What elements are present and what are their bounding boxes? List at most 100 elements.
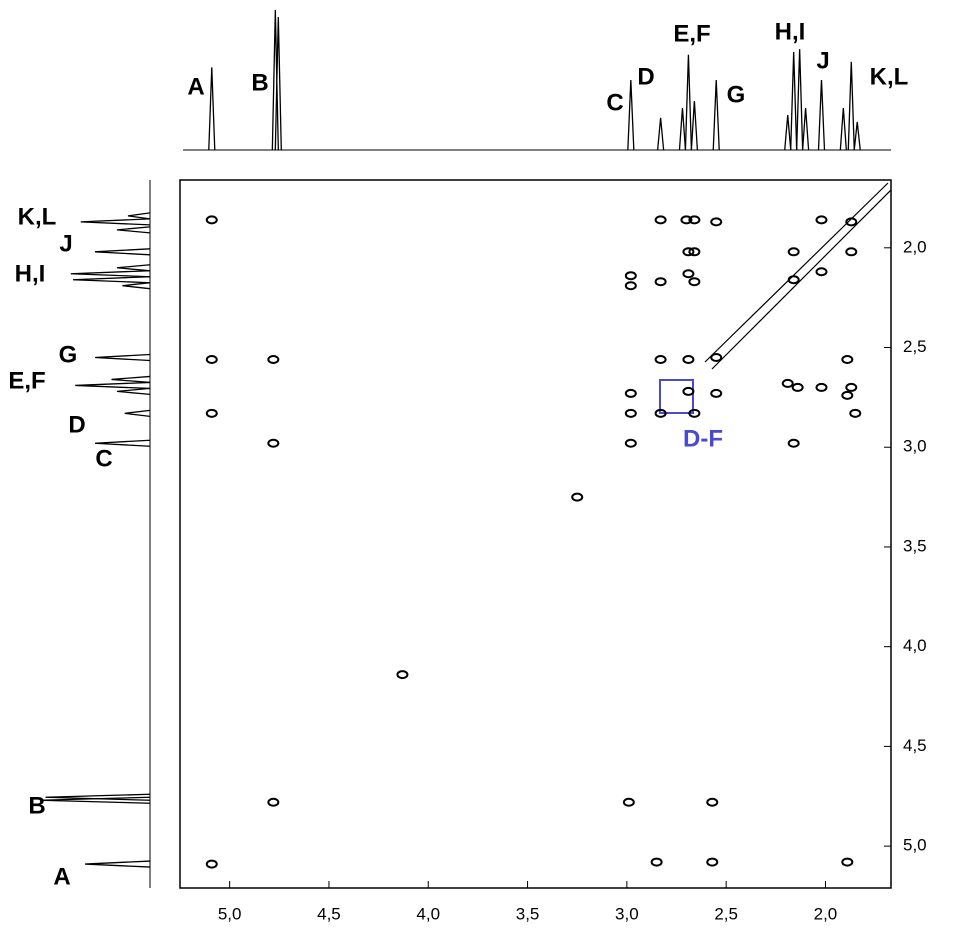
cross-peak — [787, 247, 800, 257]
cross-peak — [845, 247, 858, 257]
left-projection-peak — [94, 248, 151, 256]
cross-peak — [841, 390, 854, 400]
y-tick-label: 4,0 — [903, 636, 927, 655]
left-projection-peak — [122, 282, 151, 290]
peak-label: A — [187, 73, 204, 100]
left-projection-peak — [39, 796, 151, 804]
cross-peak — [791, 382, 804, 392]
left-projection-peak — [85, 860, 151, 868]
top-projection-peak — [678, 107, 687, 151]
cross-peak — [624, 281, 637, 291]
top-projection-peak — [853, 121, 861, 151]
cross-peak — [849, 408, 862, 418]
cross-peak — [624, 438, 637, 448]
cross-peak — [787, 275, 800, 285]
cross-peak — [682, 247, 695, 257]
x-tick-label: 5,0 — [218, 904, 242, 923]
cross-peak — [787, 438, 800, 448]
top-projection-peak — [627, 79, 635, 151]
top-projection-peak — [208, 67, 216, 151]
plot-frame — [179, 179, 892, 889]
cross-peak — [688, 277, 701, 287]
cross-peak — [622, 797, 635, 807]
peak-label: E,F — [673, 20, 710, 47]
cross-peak — [781, 378, 794, 388]
cross-peak — [688, 408, 701, 418]
left-projection-peak — [124, 409, 151, 417]
cross-peak — [624, 388, 637, 398]
left-projection-peak — [127, 212, 151, 220]
cross-peak — [267, 438, 280, 448]
left-projection-peak — [70, 270, 151, 278]
left-projection-peak — [72, 276, 151, 284]
x-tick-label: 2,5 — [714, 904, 738, 923]
top-projection-peak — [690, 100, 699, 151]
top-projection-peak — [847, 61, 855, 151]
annotation: D-F — [683, 425, 723, 452]
left-projection-peak — [80, 218, 151, 226]
cross-peak — [205, 859, 218, 869]
left-projection-peak — [45, 793, 151, 801]
peak-label: G — [727, 81, 746, 108]
cross-peak — [710, 388, 723, 398]
x-tick-label: 3,5 — [516, 904, 540, 923]
left-projection-peak — [94, 353, 151, 362]
top-projection-peak — [801, 107, 810, 151]
peak-label: J — [59, 230, 72, 257]
cross-peak — [815, 382, 828, 392]
cross-peak — [654, 408, 667, 418]
peak-label: E,F — [8, 367, 45, 394]
y-tick-label: 2,5 — [903, 337, 927, 356]
cross-peak — [654, 277, 667, 287]
cross-peak — [710, 352, 723, 362]
cross-peak — [571, 492, 584, 502]
cross-peak — [682, 269, 695, 279]
left-projection-peak — [111, 375, 151, 384]
cross-peak — [205, 408, 218, 418]
peak-label: H,I — [775, 18, 806, 45]
left-projection-peak — [116, 264, 151, 272]
peak-label: K,L — [18, 203, 57, 230]
cross-peak — [706, 797, 719, 807]
top-projection-peak — [795, 49, 804, 151]
cross-peak — [841, 354, 854, 364]
cross-peak — [624, 271, 637, 281]
y-tick-label: 4,5 — [903, 736, 927, 755]
cross-peak — [710, 217, 723, 227]
y-tick-label: 3,0 — [903, 437, 927, 456]
diagonal — [704, 182, 889, 363]
peak-label: A — [53, 863, 70, 890]
top-projection-peak — [817, 79, 826, 151]
diagonal — [711, 189, 892, 370]
cross-peak — [205, 215, 218, 225]
cross-peak — [267, 354, 280, 364]
cross-peak — [845, 217, 858, 227]
cross-peak — [688, 247, 701, 257]
x-tick-label: 3,0 — [615, 904, 639, 923]
top-projection-peak — [784, 114, 792, 151]
left-projection-peak — [116, 226, 151, 234]
peak-label: G — [59, 341, 78, 368]
y-tick-label: 3,5 — [903, 536, 927, 555]
peak-label: D — [637, 63, 654, 90]
left-projection-peak — [94, 439, 151, 447]
cross-peak — [205, 354, 218, 364]
cross-peak — [396, 670, 409, 680]
cross-peak — [845, 382, 858, 392]
peak-label: D — [68, 411, 85, 438]
cross-peak — [654, 354, 667, 364]
cross-peak — [680, 215, 693, 225]
top-projection-peak — [712, 79, 720, 151]
cross-peak — [650, 857, 663, 867]
x-tick-label: 2,0 — [814, 904, 838, 923]
peak-label: B — [251, 69, 268, 96]
peak-label: J — [816, 47, 829, 74]
cross-peak — [682, 354, 695, 364]
top-projection-peak — [684, 54, 693, 151]
y-tick-label: 5,0 — [903, 836, 927, 855]
top-projection-peak — [839, 107, 847, 151]
peak-label: B — [28, 792, 45, 819]
cross-peak — [841, 857, 854, 867]
x-tick-label: 4,0 — [416, 904, 440, 923]
top-projection-peak — [790, 51, 798, 151]
